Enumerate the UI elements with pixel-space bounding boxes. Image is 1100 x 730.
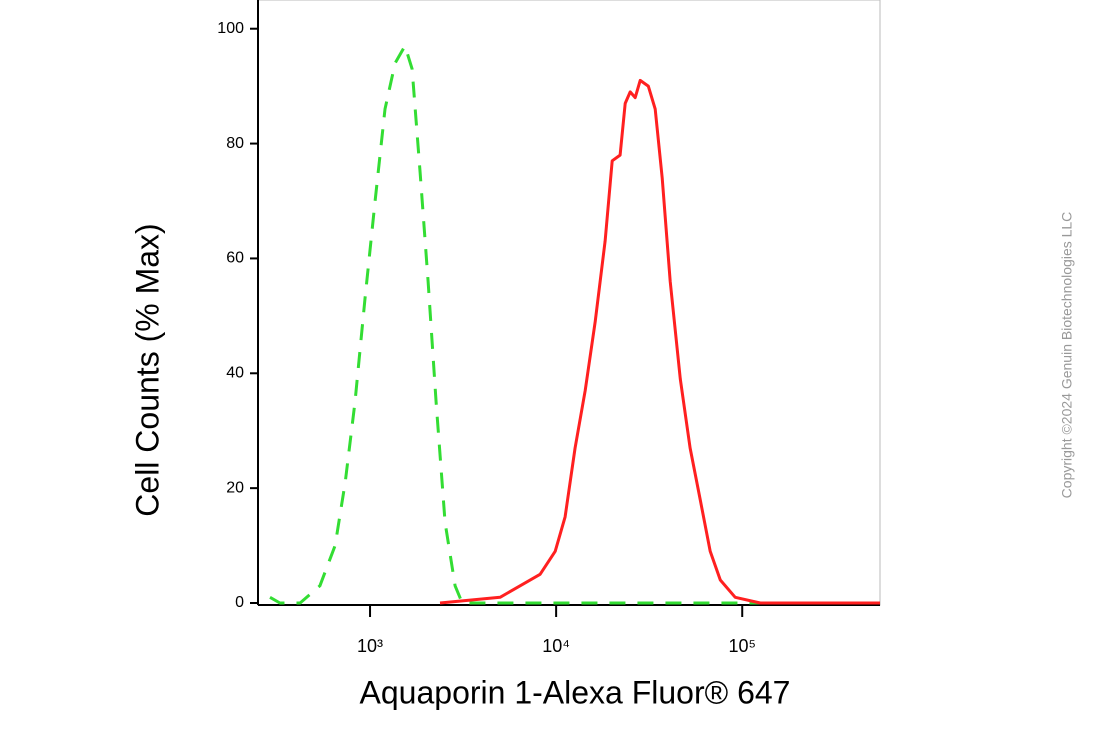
y-tick-label: 0 xyxy=(235,594,244,611)
y-tick-label: 100 xyxy=(217,20,244,37)
y-tick-label: 60 xyxy=(226,250,244,267)
x-tick-label: 10⁴ xyxy=(542,636,570,656)
series-line xyxy=(269,44,880,605)
x-tick-label: 10³ xyxy=(357,636,383,656)
y-tick-label: 20 xyxy=(226,479,244,496)
plot-frame xyxy=(257,0,881,606)
y-axis-title: Cell Counts (% Max) xyxy=(129,223,165,516)
copyright: Copyright ©2024 Genuin Biotechnologies L… xyxy=(1059,212,1075,499)
series-line xyxy=(439,78,880,605)
x-axis-title: Aquaporin 1-Alexa Fluor® 647 xyxy=(360,674,791,710)
x-tick-label: 10⁵ xyxy=(728,636,755,656)
y-tick-label: 80 xyxy=(226,135,244,152)
y-tick-label: 40 xyxy=(226,365,244,382)
